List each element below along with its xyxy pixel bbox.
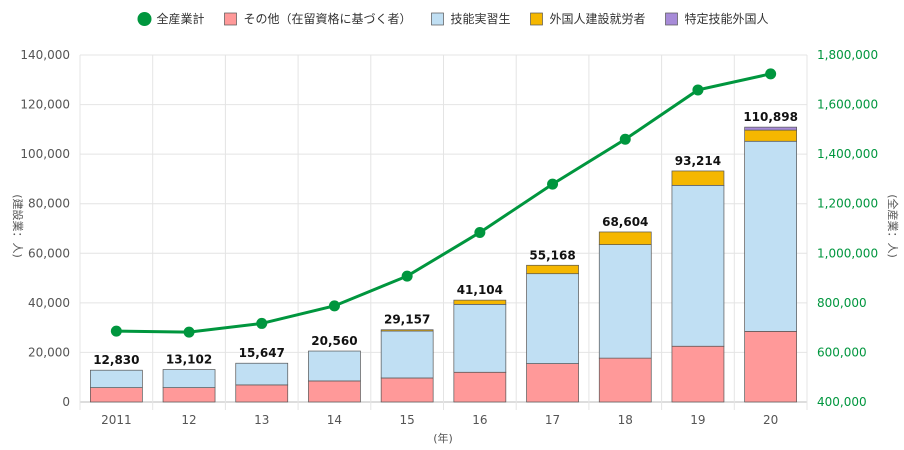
y-right-tick-label: 1,400,000 xyxy=(817,147,878,161)
bar-segment-0-2 xyxy=(235,384,289,403)
legend-label: その他（在留資格に基づく者） xyxy=(244,11,412,26)
y-axis-right-title: (全産業：人) xyxy=(886,194,900,258)
bar-segment-0-4 xyxy=(380,377,434,403)
bar-total-label: 15,647 xyxy=(239,346,285,360)
bar-total-label: 110,898 xyxy=(743,110,798,124)
y-left-tick-label: 40,000 xyxy=(28,296,70,310)
bar-total-label: 20,560 xyxy=(311,334,357,348)
total-labels: 12,830 13,102 15,647 20,560 29,157 41,104 55,1… xyxy=(93,110,798,367)
bar-segment-0-1 xyxy=(162,387,216,403)
x-tick-label: 14 xyxy=(327,413,342,427)
y-left-tick-label: 80,000 xyxy=(28,197,70,211)
bar-segment-2-8 xyxy=(671,170,725,186)
line-point-9 xyxy=(765,68,777,80)
bar-segment-1-6 xyxy=(526,273,579,364)
line-point-1 xyxy=(183,326,195,338)
bar-total-label: 55,168 xyxy=(529,248,575,262)
line-series-path xyxy=(116,72,771,334)
bar-segment-0-6 xyxy=(526,363,579,403)
bar-total-label: 13,102 xyxy=(166,353,212,367)
line-point-6 xyxy=(547,178,559,190)
line-point-8 xyxy=(692,84,704,96)
x-tick-label: 18 xyxy=(618,413,633,427)
bar-segment-0-5 xyxy=(453,371,507,403)
y-left-tick-label: 0 xyxy=(62,395,70,409)
bar-total-label: 41,104 xyxy=(457,283,503,297)
x-axis-title: (年) xyxy=(433,431,453,445)
y-right-tick-label: 800,000 xyxy=(817,296,867,310)
line-point-3 xyxy=(328,300,340,312)
bar-segment-1-8 xyxy=(671,184,725,347)
y-left-tick-label: 120,000 xyxy=(20,98,70,112)
bar-segment-1-2 xyxy=(235,362,289,386)
bar-segment-0-8 xyxy=(671,345,725,403)
y-right-tick-label: 1,600,000 xyxy=(817,98,878,112)
bar-total-label: 12,830 xyxy=(93,353,139,367)
bar-segment-1-1 xyxy=(162,369,216,388)
bar-segment-2-5 xyxy=(453,299,507,305)
bar-segment-0-3 xyxy=(308,380,361,403)
legend: 全産業計 その他（在留資格に基づく者） 技能実習生 外国人建設就労者 特定技能外国人 xyxy=(137,11,769,26)
bar-segment-1-3 xyxy=(308,350,361,382)
legend-label: 特定技能外国人 xyxy=(685,11,769,26)
axes: 0 20,000 40,000 60,000 80,000 100,000 120,000 1… xyxy=(20,48,878,427)
line-point-2 xyxy=(256,317,268,329)
bar-series xyxy=(89,126,798,403)
legend-label: 外国人建設就労者 xyxy=(550,11,646,26)
bar-segment-1-9 xyxy=(744,140,798,332)
y-axis-left-title: (建設業：人) xyxy=(11,194,25,258)
y-right-tick-label: 1,000,000 xyxy=(817,246,878,260)
legend-swatch xyxy=(224,12,237,26)
legend-label: 技能実習生 xyxy=(451,11,511,26)
bar-segment-1-7 xyxy=(598,244,652,359)
line-point-5 xyxy=(474,226,486,238)
bar-segment-2-6 xyxy=(526,264,579,275)
x-tick-label: 20 xyxy=(763,413,778,427)
bar-segment-0-7 xyxy=(598,357,652,403)
bar-segment-1-5 xyxy=(453,303,507,373)
y-left-tick-label: 140,000 xyxy=(20,48,70,62)
x-tick-label: 19 xyxy=(690,413,705,427)
bar-segment-3-9 xyxy=(744,126,798,131)
bar-segment-1-0 xyxy=(89,369,143,388)
bar-segment-2-9 xyxy=(744,129,798,142)
line-point-7 xyxy=(619,133,631,145)
bar-segment-0-0 xyxy=(89,387,143,403)
bar-segment-2-4 xyxy=(380,329,434,332)
legend-swatch xyxy=(431,12,444,26)
bar-segment-1-4 xyxy=(380,330,434,379)
x-tick-label: 2011 xyxy=(101,413,132,427)
line-point-4 xyxy=(401,270,413,282)
legend-swatch xyxy=(665,12,678,26)
bar-total-label: 93,214 xyxy=(675,154,721,168)
x-tick-label: 13 xyxy=(254,413,269,427)
line-series xyxy=(110,68,777,338)
y-left-tick-label: 100,000 xyxy=(20,147,70,161)
y-right-tick-label: 1,800,000 xyxy=(817,48,878,62)
bar-segment-2-7 xyxy=(598,231,652,245)
y-left-tick-label: 60,000 xyxy=(28,246,70,260)
legend-swatch xyxy=(530,12,543,26)
x-tick-label: 12 xyxy=(181,413,196,427)
grid xyxy=(79,54,808,410)
y-right-tick-label: 1,200,000 xyxy=(817,197,878,211)
line-point-0 xyxy=(110,325,122,337)
y-right-tick-label: 400,000 xyxy=(817,395,867,409)
x-tick-label: 15 xyxy=(400,413,415,427)
legend-marker-circle xyxy=(137,12,152,26)
y-right-tick-label: 600,000 xyxy=(817,345,867,359)
x-tick-label: 16 xyxy=(472,413,487,427)
legend-label: 全産業計 xyxy=(157,11,205,26)
x-tick-label: 17 xyxy=(545,413,560,427)
y-left-tick-label: 20,000 xyxy=(28,345,70,359)
bar-segment-0-9 xyxy=(744,331,798,403)
bar-total-label: 68,604 xyxy=(602,215,648,229)
bar-total-label: 29,157 xyxy=(384,313,430,327)
